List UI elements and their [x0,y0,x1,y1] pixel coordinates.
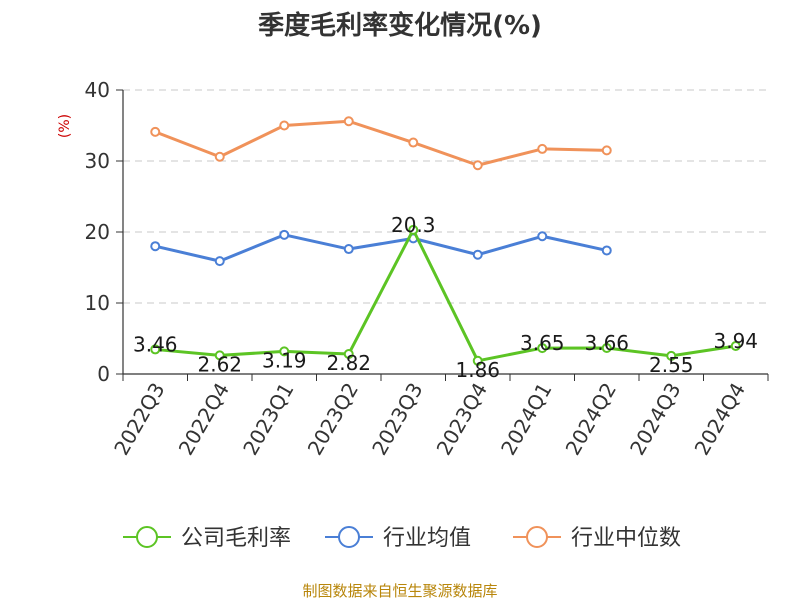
data-label: 3.65 [520,331,565,355]
y-tick-label: 20 [85,220,110,244]
data-point [601,343,612,354]
y-tick-label: 30 [85,149,110,173]
data-point [343,348,354,359]
data-point [408,137,419,148]
data-label: 3.94 [713,329,758,353]
data-point [343,244,354,255]
data-point [472,249,483,260]
data-label: 2.82 [326,351,371,375]
data-label: 3.46 [133,332,178,356]
chart-title: 季度毛利率变化情况(%) [258,10,542,41]
series-line [155,228,736,363]
data-point [601,245,612,256]
data-point [343,116,354,127]
data-point [214,151,225,162]
data-point [537,343,548,354]
legend-label: 行业中位数 [571,526,681,551]
data-label: 3.19 [262,348,307,372]
data-point [279,229,290,240]
x-tick-label: 2024Q3 [625,379,685,460]
data-label: 2.55 [649,353,694,377]
series-layer [150,116,741,366]
legend: 公司毛利率 行业均值 行业中位数 [123,526,681,551]
x-tick-label: 2022Q3 [109,379,169,460]
data-point [601,145,612,156]
y-tick-label: 0 [97,362,110,386]
legend-marker [338,526,360,548]
data-point [537,231,548,242]
x-tick-label: 2023Q4 [432,379,492,460]
data-point [150,241,161,252]
series-line [154,233,608,263]
data-point [666,350,677,361]
data-point [537,143,548,154]
data-point [730,341,741,352]
data-point [472,160,483,171]
data-label: 1.86 [455,358,500,382]
data-point [279,120,290,131]
series-line [154,119,607,167]
legend-marker [136,526,158,548]
x-tick-label: 2024Q2 [561,379,621,460]
y-axis-unit-label: (%) [57,114,73,138]
x-tick-label: 2023Q1 [238,379,298,460]
y-tick-label: 40 [85,78,110,102]
data-labels: 3.46 2.62 3.19 2.82 20.3 1.86 3.65 3.66 2.55 3.94 [133,213,758,382]
data-point [408,224,419,235]
data-point [214,256,225,267]
data-point [150,344,161,355]
legend-marker [526,526,548,548]
x-tick-label: 2024Q4 [690,379,750,460]
data-point [279,346,290,357]
data-point [214,350,225,361]
legend-label: 公司毛利率 [181,526,291,551]
grid-lines [123,89,768,304]
data-point [150,126,161,137]
x-tick-label: 2022Q4 [174,379,234,460]
source-note: 制图数据来自恒生聚源数据库 [302,582,497,600]
data-label: 3.66 [584,331,629,355]
data-label: 2.62 [197,352,242,376]
x-tick-label: 2024Q1 [496,379,556,460]
data-point [472,355,483,366]
x-tick-label: 2023Q2 [303,379,363,460]
x-tick-label: 2023Q3 [367,379,427,460]
data-label: 20.3 [391,213,436,237]
legend-label: 行业均值 [383,526,471,551]
y-tick-label: 10 [85,291,110,315]
